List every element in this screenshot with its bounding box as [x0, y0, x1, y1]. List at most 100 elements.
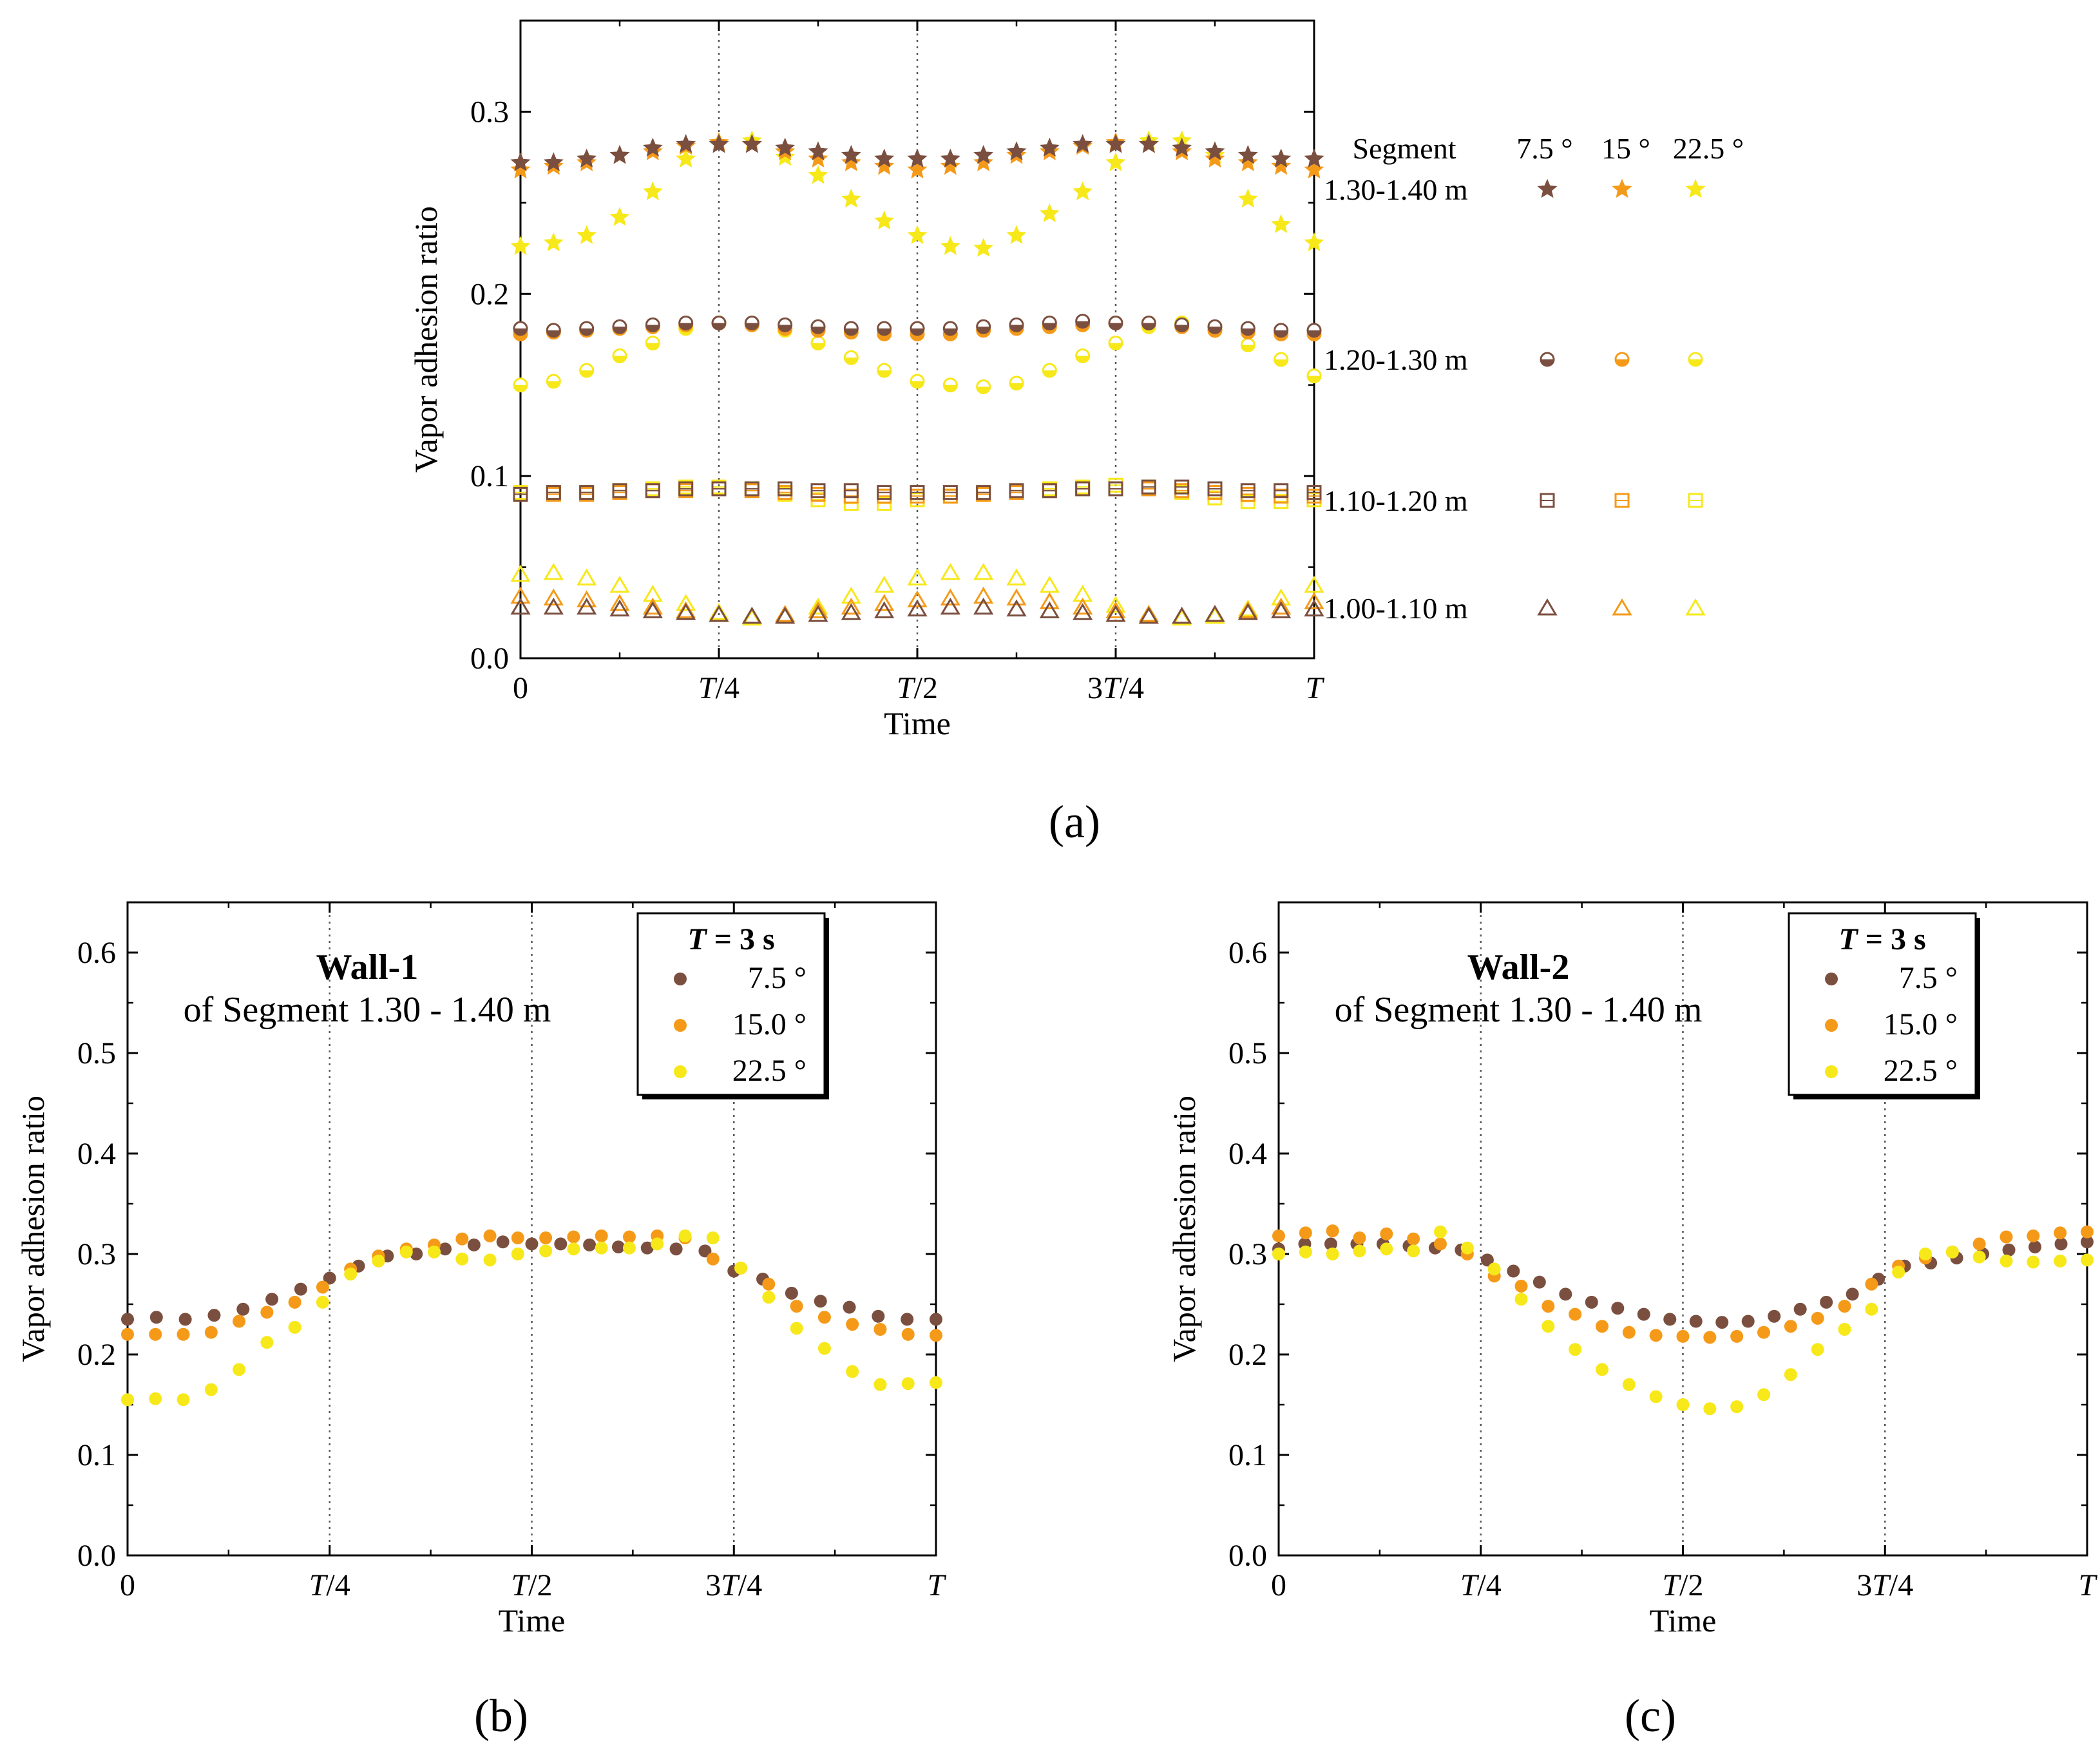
panel-a-data-point [1073, 603, 1093, 620]
panel-c-data-point [1299, 1245, 1312, 1258]
panel-b-data-point [669, 1242, 683, 1256]
panel-b-data-point [260, 1306, 274, 1319]
panel-b-data-point [233, 1315, 246, 1328]
legend-a-marker-fill [1541, 359, 1554, 366]
panel-b-y-tick-label: 0.6 [77, 936, 116, 970]
panel-a-data-point [543, 588, 564, 606]
panel-c-data-point [2028, 1240, 2042, 1254]
panel-a-data-point [775, 606, 796, 624]
panel-b-data-point [207, 1309, 221, 1322]
panel-c-data-point [1768, 1309, 1781, 1323]
panel-b-y-tick-label: 0.0 [77, 1539, 116, 1573]
panel-a-data-point-fill [911, 381, 924, 388]
panel-c-data-point [1585, 1295, 1598, 1309]
panel-a-data-point-fill [613, 356, 626, 363]
panel-a-data-point-fill [877, 334, 891, 341]
panel-c-legend-entry-label: 7.5 ° [1899, 961, 1958, 995]
panel-a-data-point [940, 597, 960, 615]
panel-b-data-point [265, 1293, 279, 1306]
panel-c-data-point [1820, 1295, 1833, 1309]
panel-b-x-tick-label: T/2 [511, 1568, 552, 1602]
panel-a-data-point [907, 225, 928, 244]
panel-a-data-point [973, 152, 994, 171]
panel-b-data-point [611, 1240, 625, 1254]
panel-a-data-point-fill [1175, 325, 1188, 332]
panel-b-x-tick-label-italic: T [511, 1568, 530, 1602]
panel-a-data-point [907, 159, 928, 179]
panel-a-data-point [1039, 575, 1060, 593]
panel-a-x-tick-label-italic: T [1306, 671, 1325, 705]
panel-a-data-point [609, 575, 630, 593]
panel-b-data-point [467, 1238, 481, 1251]
panel-c-data-point [1542, 1300, 1555, 1313]
panel-c-data-point [1972, 1250, 1986, 1264]
legend-a-angle-label: 15 ° [1601, 132, 1650, 165]
panel-b-x-tick-label-italic: T [928, 1568, 947, 1602]
panel-b-x-tick-label: 0 [120, 1568, 135, 1602]
panel-c-data-point [1434, 1237, 1447, 1251]
panel-a-data-point [642, 601, 663, 618]
panel-a-data-point-fill [812, 327, 825, 334]
panel-b-data-point [762, 1277, 776, 1291]
panel-a-data-point [1205, 141, 1225, 160]
panel-a-data-point-fill [845, 328, 858, 336]
panel-a-data-point [808, 597, 828, 615]
panel-b-data-point [539, 1244, 553, 1258]
panel-a-data-point-fill [977, 327, 990, 334]
panel-c-data-point [1460, 1241, 1474, 1255]
legend-a-marker-fill [1689, 359, 1702, 366]
panel-a-data-point [1006, 568, 1027, 586]
panel-a-data-point [841, 597, 861, 615]
sublabel-b: (b) [474, 1690, 528, 1742]
panel-a-data-point [874, 210, 895, 230]
panel-a-data-point-fill [1274, 330, 1288, 337]
panel-a-x-tick-label: 0 [513, 671, 528, 705]
panel-b-data-point [525, 1237, 539, 1251]
panel-a-data-point [510, 586, 531, 604]
legend-a-marker [1685, 598, 1706, 616]
panel-a-data-point [1304, 159, 1324, 179]
panel-a-y-tick-label: 0.2 [470, 277, 509, 311]
panel-b-x-tick-label-italic: T [721, 1568, 740, 1602]
panel-c-data-point [1272, 1229, 1285, 1242]
panel-a-data-point-fill [1241, 345, 1255, 352]
panel-a-data-point [808, 148, 828, 168]
panel-a-data-point [577, 225, 597, 244]
panel-a-data-point-fill [944, 385, 957, 392]
panel-c-data-point [1380, 1227, 1393, 1240]
panel-c-data-point [1730, 1400, 1744, 1414]
panel-c-data-point [1514, 1293, 1528, 1306]
panel-a-data-point [1138, 606, 1159, 624]
legend-a-marker [1685, 178, 1706, 198]
panel-b-y-tick-label: 0.4 [77, 1137, 116, 1171]
panel-c-data-point [1784, 1320, 1797, 1333]
panel-a-data-point-fill [877, 328, 891, 336]
panel-b-legend-title-italic: T [687, 922, 707, 956]
panel-a-data-point [1006, 225, 1027, 244]
panel-c-data-point [1514, 1279, 1528, 1293]
panel-b-x-tick-label: T/4 [309, 1568, 350, 1602]
panel-c-data-point [1637, 1307, 1650, 1321]
panel-b-data-point [410, 1248, 423, 1260]
panel-b-data-point [762, 1291, 776, 1304]
panel-a-legend: Segment 7.5 ° 15 ° 22.5 ° 1.30-1.40 m 1.20-1.… [1324, 132, 1744, 625]
panel-b-legend-marker [674, 973, 687, 985]
panel-a-data-point [1006, 599, 1027, 617]
panel-a-data-point [1073, 597, 1093, 615]
panel-c-data-point [1811, 1311, 1824, 1325]
panel-b-data-point [873, 1378, 887, 1391]
panel-b-data-point [149, 1392, 162, 1405]
panel-b-data-point [706, 1231, 720, 1245]
panel-b-legend-title: T = 3 s [687, 922, 774, 956]
panel-a-data-point-fill [646, 343, 660, 350]
panel-b-data-point [121, 1327, 134, 1341]
panel-b-y-tick-label: 0.2 [77, 1338, 116, 1372]
panel-a-data-point [808, 605, 828, 622]
panel-c-data-point [1811, 1343, 1824, 1356]
panel-b-x-axis-title: Time [499, 1602, 566, 1638]
panel-a-data-point [1105, 601, 1126, 618]
panel-b-x-tick-label-pre: 3 [705, 1568, 721, 1602]
panel-a-data-point [808, 165, 828, 184]
panel-a-data-point-fill [1010, 383, 1023, 390]
